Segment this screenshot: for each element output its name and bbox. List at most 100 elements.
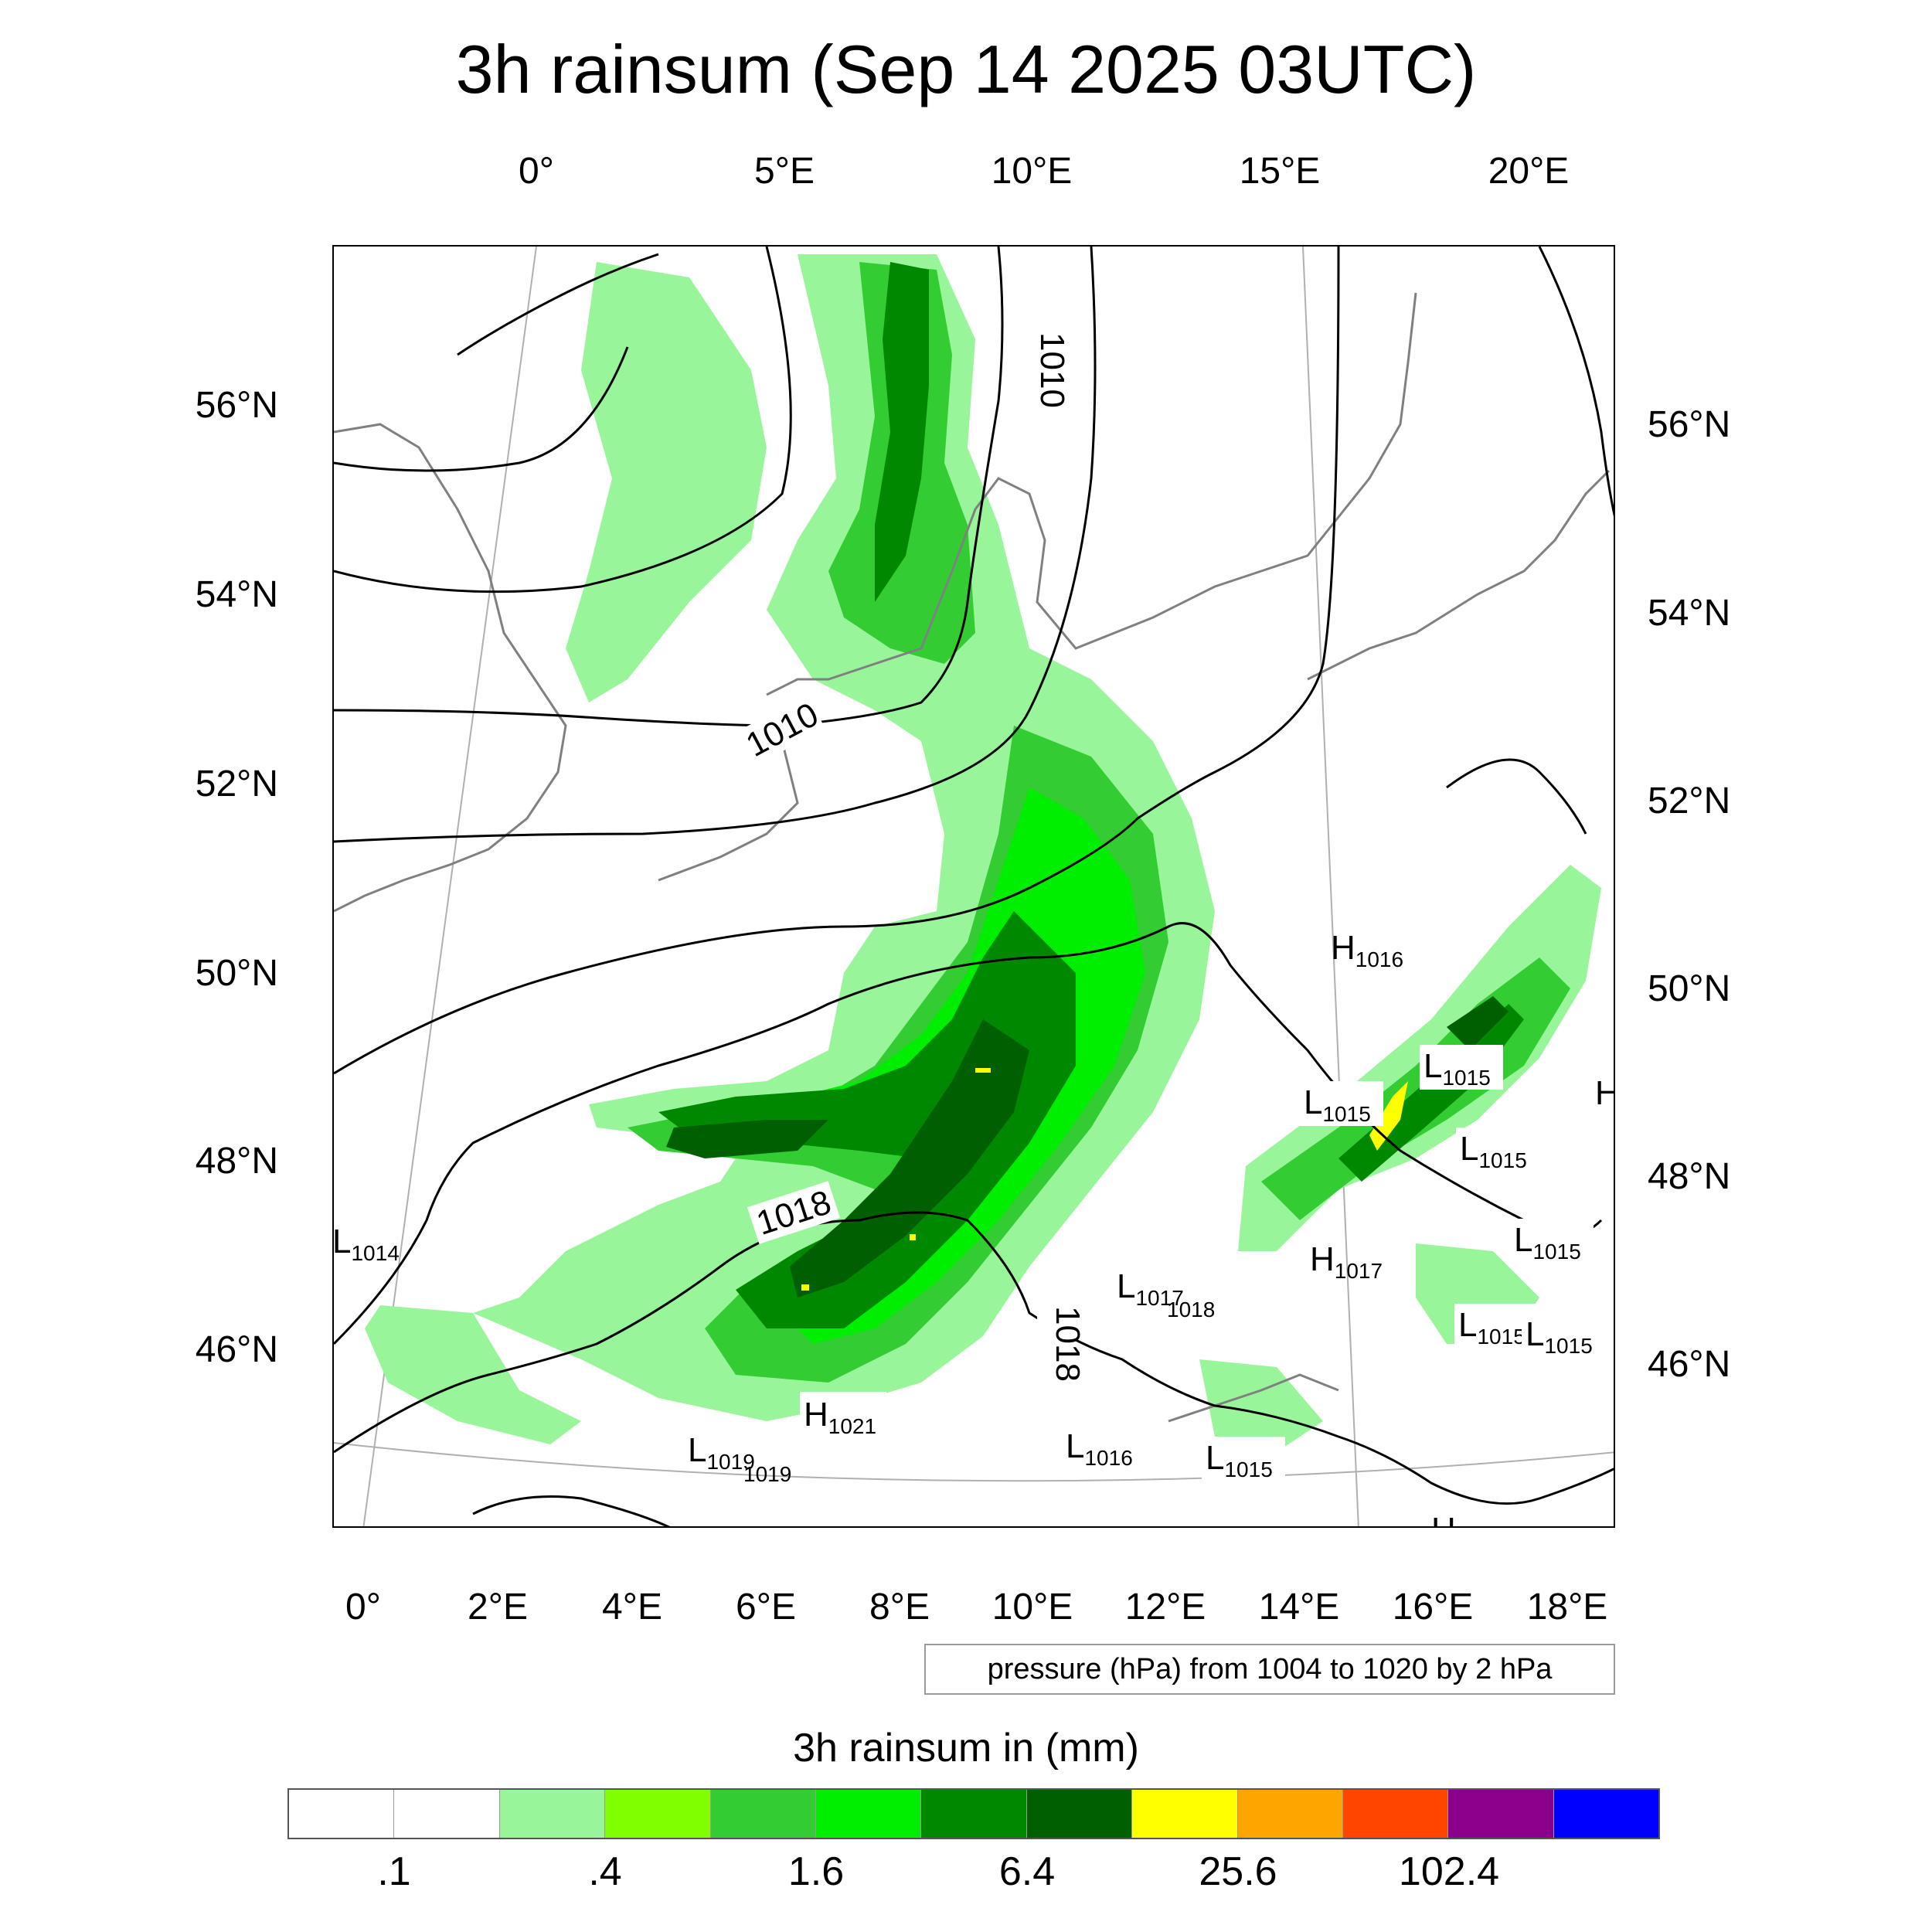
svg-text:L1015: L1015 bbox=[1460, 1130, 1527, 1172]
left-lat-label: 46°N bbox=[195, 1329, 278, 1370]
pressure-center-label: H1017 bbox=[1310, 1240, 1383, 1283]
top-lon-label: 0° bbox=[519, 151, 554, 192]
meridian-15e bbox=[1302, 247, 1359, 1526]
colorbar-swatch bbox=[815, 1790, 922, 1838]
rain-field bbox=[365, 254, 1601, 1452]
svg-text:L1015: L1015 bbox=[1514, 1221, 1581, 1264]
pressure-center-label: H1016 bbox=[1331, 929, 1403, 971]
pressure-center-label: 1018 bbox=[1167, 1298, 1215, 1321]
colorbar-title: 3h rainsum in (mm) bbox=[793, 1726, 1139, 1770]
right-lat-label: 52°N bbox=[1648, 781, 1731, 821]
pressure-center-label: L1015 bbox=[1522, 1313, 1605, 1358]
isobar bbox=[334, 922, 1603, 1345]
coastline-france bbox=[658, 740, 799, 882]
isobar-label: 1010 bbox=[1033, 332, 1071, 408]
rain-area-light bbox=[1199, 1359, 1323, 1452]
svg-text:L1015: L1015 bbox=[1206, 1439, 1273, 1481]
bottom-lon-label: 16°E bbox=[1392, 1587, 1474, 1628]
svg-text:L1015: L1015 bbox=[1423, 1047, 1491, 1090]
right-lat-label: 46°N bbox=[1648, 1344, 1731, 1385]
bottom-lon-label: 6°E bbox=[736, 1587, 796, 1628]
bottom-lon-label: 4°E bbox=[602, 1587, 662, 1628]
right-lat-label: 54°N bbox=[1648, 593, 1731, 634]
map-panel[interactable]: 1010 1010 1018 1018 H1016 L1015 L1015 bbox=[332, 245, 1615, 1528]
bottom-lon-label: 14°E bbox=[1258, 1587, 1340, 1628]
pressure-center-label: L1015 bbox=[1300, 1081, 1383, 1126]
coastlines bbox=[334, 292, 1611, 1423]
svg-text:H1017: H1017 bbox=[1310, 1240, 1383, 1283]
rain-area-dark bbox=[658, 911, 1076, 1328]
rain-area-heavy bbox=[801, 1284, 809, 1291]
isobar bbox=[334, 1211, 1614, 1505]
rain-area-darkest bbox=[666, 1120, 828, 1158]
isobar bbox=[1538, 247, 1614, 517]
rain-area-light bbox=[566, 262, 767, 702]
colorbar-swatch bbox=[499, 1790, 606, 1838]
colorbar-tick-label: .1 bbox=[377, 1849, 411, 1894]
pressure-center-label: L1015 bbox=[1420, 1045, 1503, 1090]
isobar bbox=[1446, 758, 1587, 835]
top-lon-label: 10°E bbox=[991, 151, 1073, 192]
rain-area-heavy bbox=[975, 1068, 991, 1073]
colorbar-tick-label: 102.4 bbox=[1398, 1849, 1500, 1894]
coastline-adriatic bbox=[1168, 1373, 1339, 1423]
bottom-lon-label: 10°E bbox=[992, 1587, 1073, 1628]
left-lat-label: 56°N bbox=[195, 385, 278, 426]
pressure-center-label: L1014 bbox=[334, 1223, 400, 1265]
rain-area-light bbox=[365, 1305, 581, 1444]
pressure-center-label: 1019 bbox=[743, 1462, 791, 1486]
svg-text:L1015: L1015 bbox=[1526, 1315, 1593, 1358]
isobar bbox=[472, 1495, 671, 1526]
coastline-continent bbox=[766, 292, 1417, 696]
left-lat-label: 54°N bbox=[195, 574, 278, 615]
map-title: 3h rainsum (Sep 14 2025 03UTC) bbox=[455, 31, 1477, 107]
svg-text:1019: 1019 bbox=[743, 1462, 791, 1486]
svg-text:L1016: L1016 bbox=[1066, 1427, 1133, 1470]
svg-text:L1014: L1014 bbox=[334, 1223, 400, 1265]
svg-text:H1016: H1016 bbox=[1331, 929, 1403, 971]
isobar bbox=[334, 247, 1340, 1075]
left-lat-label: 48°N bbox=[195, 1141, 278, 1182]
pressure-info-box: pressure (hPa) from 1004 to 1020 by 2 hP… bbox=[924, 1644, 1615, 1695]
rain-area-darkest bbox=[1447, 996, 1509, 1050]
bottom-lon-label: 2°E bbox=[468, 1587, 528, 1628]
left-lat-label: 50°N bbox=[195, 953, 278, 994]
colorbar-tick-label: 6.4 bbox=[998, 1849, 1056, 1894]
colorbar bbox=[287, 1788, 1660, 1839]
isobar bbox=[334, 346, 629, 472]
colorbar-swatch bbox=[1026, 1790, 1133, 1838]
isobar bbox=[334, 247, 792, 594]
colorbar-swatch bbox=[1132, 1790, 1238, 1838]
coastline-britain bbox=[334, 423, 567, 913]
pressure-center-label: H1021 bbox=[800, 1392, 886, 1440]
svg-text:H: H bbox=[1595, 1074, 1615, 1112]
colorbar-swatch bbox=[1448, 1790, 1554, 1838]
colorbar-swatch bbox=[289, 1790, 395, 1838]
pressure-center-label: L1016 bbox=[1062, 1425, 1145, 1470]
colorbar-swatch bbox=[1342, 1790, 1449, 1838]
svg-text:L1015: L1015 bbox=[1304, 1083, 1371, 1126]
colorbar-swatch bbox=[921, 1790, 1027, 1838]
colorbar-swatch bbox=[394, 1790, 500, 1838]
pressure-center-label: H bbox=[1431, 1511, 1456, 1526]
bottom-lon-label: 18°E bbox=[1526, 1587, 1608, 1628]
bottom-lon-label: 0° bbox=[345, 1587, 381, 1628]
colorbar-tick-label: 25.6 bbox=[1199, 1849, 1277, 1894]
coastline-baltic bbox=[1307, 469, 1611, 681]
bottom-lon-label: 12°E bbox=[1124, 1587, 1206, 1628]
rain-area-darkest bbox=[790, 1019, 1029, 1298]
colorbar-swatch bbox=[1553, 1790, 1659, 1838]
isobar bbox=[334, 247, 1097, 843]
isobars bbox=[334, 247, 1614, 1526]
colorbar-tick-label: .4 bbox=[588, 1849, 622, 1894]
top-lon-label: 5°E bbox=[754, 151, 815, 192]
pressure-centers: H1016 L1015 L1015 L1015 L1015 L1015 bbox=[334, 929, 1615, 1526]
pressure-center-label: H bbox=[1595, 1074, 1615, 1112]
svg-text:L1015: L1015 bbox=[1458, 1306, 1526, 1349]
pressure-center-label: L1015 bbox=[1510, 1219, 1594, 1264]
colorbar-swatch bbox=[710, 1790, 816, 1838]
pressure-center-label: L1015 bbox=[1456, 1128, 1539, 1172]
right-lat-label: 48°N bbox=[1648, 1156, 1731, 1197]
isobar-label: 1018 bbox=[1049, 1306, 1087, 1382]
right-lat-label: 50°N bbox=[1648, 968, 1731, 1009]
